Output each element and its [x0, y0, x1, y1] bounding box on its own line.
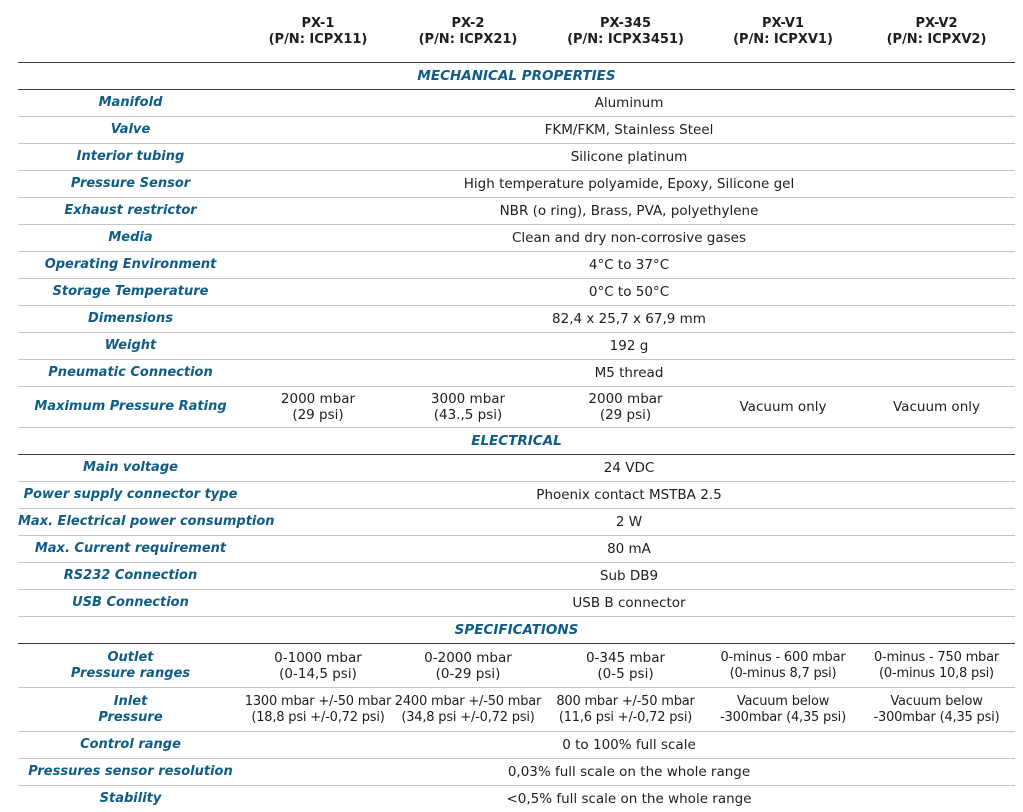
row-label: Interior tubing: [18, 144, 243, 171]
row-label: Pressure Sensor: [18, 171, 243, 198]
max-pressure-px345: 2000 mbar(29 psi): [543, 387, 708, 428]
spec-row-power-consumption: Max. Electrical power consumption 2 W: [18, 509, 1015, 536]
outlet-pxv1: 0-minus - 600 mbar(0-minus 8,7 psi): [708, 644, 858, 688]
row-label: Pneumatic Connection: [18, 360, 243, 387]
row-value: High temperature polyamide, Epoxy, Silic…: [243, 171, 1015, 198]
header-blank-cell: [18, 0, 243, 63]
row-value: FKM/FKM, Stainless Steel: [243, 117, 1015, 144]
row-value: USB B connector: [243, 590, 1015, 617]
spec-row-manifold: Manifold Aluminum: [18, 90, 1015, 117]
spec-row-control-range: Control range 0 to 100% full scale: [18, 732, 1015, 759]
spec-row-exhaust-restrictor: Exhaust restrictor NBR (o ring), Brass, …: [18, 198, 1015, 225]
inlet-pxv1: Vacuum below-300mbar (4,35 psi): [708, 688, 858, 732]
row-label: Max. Electrical power consumption: [18, 509, 243, 536]
section-mechanical: MECHANICAL PROPERTIES: [18, 63, 1015, 90]
inlet-px2: 2400 mbar +/-50 mbar(34,8 psi +/-0,72 ps…: [393, 688, 543, 732]
row-label: Pressures sensor resolution: [18, 759, 243, 786]
spec-row-interior-tubing: Interior tubing Silicone platinum: [18, 144, 1015, 171]
row-value: 4°C to 37°C: [243, 252, 1015, 279]
outlet-px2: 0-2000 mbar(0-29 psi): [393, 644, 543, 688]
spec-table: PX-1(P/N: ICPX11) PX-2(P/N: ICPX21) PX-3…: [18, 0, 1015, 812]
outlet-px1: 0-1000 mbar(0-14,5 psi): [243, 644, 393, 688]
section-electrical: ELECTRICAL: [18, 428, 1015, 455]
model-header-row: PX-1(P/N: ICPX11) PX-2(P/N: ICPX21) PX-3…: [18, 0, 1015, 63]
inlet-pxv2: Vacuum below-300mbar (4,35 psi): [858, 688, 1015, 732]
section-title: SPECIFICATIONS: [18, 617, 1015, 644]
max-pressure-px1: 2000 mbar(29 psi): [243, 387, 393, 428]
model-header-px345: PX-345(P/N: ICPX3451): [543, 0, 708, 63]
row-value: Clean and dry non-corrosive gases: [243, 225, 1015, 252]
row-label: Power supply connector type: [18, 482, 243, 509]
spec-row-pressure-sensor: Pressure Sensor High temperature polyami…: [18, 171, 1015, 198]
spec-row-valve: Valve FKM/FKM, Stainless Steel: [18, 117, 1015, 144]
section-specifications: SPECIFICATIONS: [18, 617, 1015, 644]
row-value: Phoenix contact MSTBA 2.5: [243, 482, 1015, 509]
spec-row-weight: Weight 192 g: [18, 333, 1015, 360]
row-value: 0 to 100% full scale: [243, 732, 1015, 759]
outlet-px345: 0-345 mbar(0-5 psi): [543, 644, 708, 688]
row-value: Sub DB9: [243, 563, 1015, 590]
row-value: 80 mA: [243, 536, 1015, 563]
spec-row-current-requirement: Max. Current requirement 80 mA: [18, 536, 1015, 563]
model-header-pxv2: PX-V2(P/N: ICPXV2): [858, 0, 1015, 63]
model-header-px2: PX-2(P/N: ICPX21): [393, 0, 543, 63]
spec-row-power-connector: Power supply connector type Phoenix cont…: [18, 482, 1015, 509]
spec-row-media: Media Clean and dry non-corrosive gases: [18, 225, 1015, 252]
row-label: Manifold: [18, 90, 243, 117]
row-label: Media: [18, 225, 243, 252]
max-pressure-pxv2: Vacuum only: [858, 387, 1015, 428]
section-title: ELECTRICAL: [18, 428, 1015, 455]
row-value: M5 thread: [243, 360, 1015, 387]
row-label: Weight: [18, 333, 243, 360]
row-label: Stability: [18, 786, 243, 812]
model-header-px1: PX-1(P/N: ICPX11): [243, 0, 393, 63]
spec-row-dimensions: Dimensions 82,4 x 25,7 x 67,9 mm: [18, 306, 1015, 333]
spec-row-main-voltage: Main voltage 24 VDC: [18, 455, 1015, 482]
spec-row-storage-temperature: Storage Temperature 0°C to 50°C: [18, 279, 1015, 306]
row-label: USB Connection: [18, 590, 243, 617]
spec-row-stability: Stability <0,5% full scale on the whole …: [18, 786, 1015, 812]
row-value: NBR (o ring), Brass, PVA, polyethylene: [243, 198, 1015, 225]
row-label: RS232 Connection: [18, 563, 243, 590]
spec-row-pneumatic-connection: Pneumatic Connection M5 thread: [18, 360, 1015, 387]
row-label: Storage Temperature: [18, 279, 243, 306]
spec-row-max-pressure: Maximum Pressure Rating 2000 mbar(29 psi…: [18, 387, 1015, 428]
outlet-pxv2: 0-minus - 750 mbar(0-minus 10,8 psi): [858, 644, 1015, 688]
section-title: MECHANICAL PROPERTIES: [18, 63, 1015, 90]
spec-row-usb: USB Connection USB B connector: [18, 590, 1015, 617]
max-pressure-px2: 3000 mbar(43.,5 psi): [393, 387, 543, 428]
inlet-px1: 1300 mbar +/-50 mbar(18,8 psi +/-0,72 ps…: [243, 688, 393, 732]
row-label: Operating Environment: [18, 252, 243, 279]
row-value: 82,4 x 25,7 x 67,9 mm: [243, 306, 1015, 333]
row-value: Aluminum: [243, 90, 1015, 117]
row-label: Max. Current requirement: [18, 536, 243, 563]
spec-row-rs232: RS232 Connection Sub DB9: [18, 563, 1015, 590]
max-pressure-pxv1: Vacuum only: [708, 387, 858, 428]
row-value: <0,5% full scale on the whole range: [243, 786, 1015, 812]
row-label: Maximum Pressure Rating: [18, 387, 243, 428]
row-label: Dimensions: [18, 306, 243, 333]
inlet-px345: 800 mbar +/-50 mbar(11,6 psi +/-0,72 psi…: [543, 688, 708, 732]
row-value: Silicone platinum: [243, 144, 1015, 171]
spec-row-sensor-resolution: Pressures sensor resolution 0,03% full s…: [18, 759, 1015, 786]
row-label: Main voltage: [18, 455, 243, 482]
row-label: Control range: [18, 732, 243, 759]
spec-row-operating-environment: Operating Environment 4°C to 37°C: [18, 252, 1015, 279]
row-label: Exhaust restrictor: [18, 198, 243, 225]
row-value: 0°C to 50°C: [243, 279, 1015, 306]
row-value: 0,03% full scale on the whole range: [243, 759, 1015, 786]
row-value: 2 W: [243, 509, 1015, 536]
row-value: 192 g: [243, 333, 1015, 360]
model-header-pxv1: PX-V1(P/N: ICPXV1): [708, 0, 858, 63]
row-value: 24 VDC: [243, 455, 1015, 482]
row-label: Valve: [18, 117, 243, 144]
